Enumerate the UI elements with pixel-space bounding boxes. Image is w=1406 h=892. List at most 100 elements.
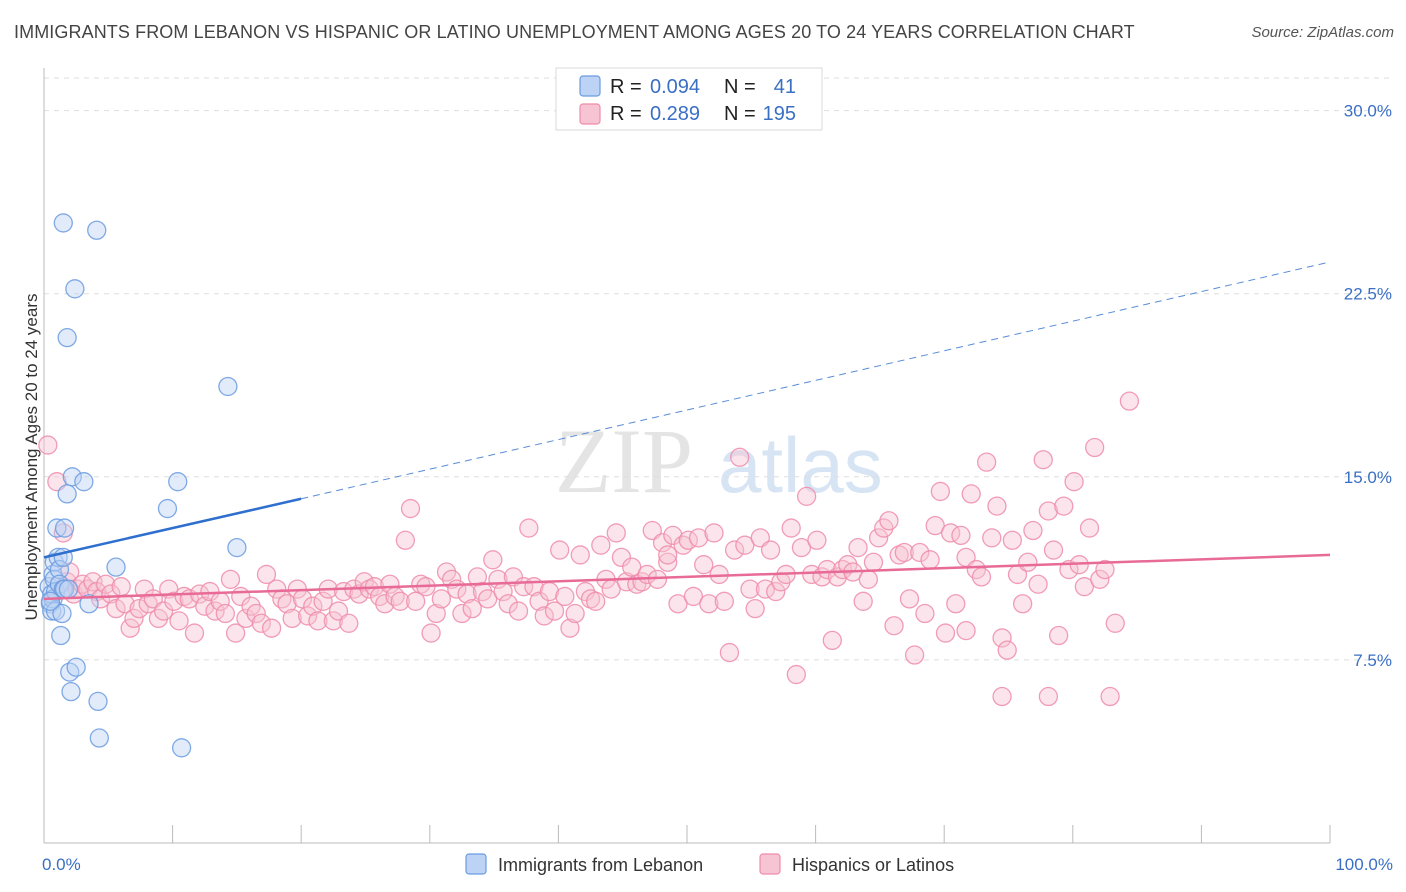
watermark-zip: ZIP [555, 410, 693, 512]
hispanics-point [124, 608, 144, 629]
hispanics-point [884, 616, 904, 636]
hispanics-point [200, 581, 220, 602]
hispanics-point [1038, 501, 1059, 521]
hispanics-point [225, 623, 246, 643]
hispanics-point [863, 552, 884, 572]
hispanics-point [910, 542, 930, 563]
hispanics-point [1100, 686, 1120, 707]
source-note: Source: ZipAtlas.com [1251, 24, 1394, 41]
hispanics-point [529, 591, 549, 611]
hispanics-point [658, 545, 678, 565]
hispanics-point [1095, 559, 1115, 580]
hispanics-point [699, 594, 719, 614]
y-tick-label: 30.0% [1344, 102, 1392, 121]
hispanics-point [1012, 594, 1033, 614]
hispanics-point [781, 518, 801, 538]
hispanics-point [313, 591, 333, 611]
hispanics-point [683, 586, 704, 607]
hispanics-point [498, 594, 518, 614]
hispanics-point [303, 596, 323, 616]
hispanics-point [997, 640, 1017, 660]
lebanon-point [79, 594, 99, 614]
hispanics-point [267, 579, 287, 599]
hispanics-point [858, 569, 878, 589]
y-axis-label: Unemployment Among Ages 20 to 24 years [22, 294, 41, 621]
lebanon-point [89, 728, 109, 748]
hispanics-point [971, 567, 992, 587]
hispanics-point [766, 581, 786, 602]
hispanics-point [817, 559, 837, 580]
hispanics-point [503, 567, 524, 587]
lebanon-point [171, 738, 192, 758]
hispanics-point [560, 618, 580, 638]
lebanon-trend-line [43, 497, 302, 559]
hispanics-point [735, 535, 755, 555]
hispanics-point [740, 579, 760, 599]
hispanics-point [730, 447, 750, 467]
hispanics-point [899, 589, 920, 609]
hispanics-point [951, 525, 971, 546]
hispanics-point [611, 547, 632, 568]
hispanics-point [111, 577, 131, 597]
hispanics-point [1105, 613, 1125, 633]
hispanics-point [215, 603, 235, 624]
hispanics-point [1033, 450, 1053, 470]
hispanics-point [478, 589, 498, 609]
legend-swatch-lebanon [465, 853, 487, 875]
hispanics-point [1054, 496, 1074, 516]
hispanics-point [251, 613, 271, 633]
hispanics-point [580, 589, 601, 609]
hispanics-point [935, 623, 956, 643]
hispanics-point [688, 528, 709, 548]
hispanics-point [956, 620, 976, 641]
lebanon-point [57, 484, 77, 504]
stats-r-value-1: 0.094 [650, 76, 700, 98]
hispanics-point [339, 613, 359, 633]
hispanics-point [236, 608, 256, 629]
hispanics-point [565, 603, 585, 624]
chart-title: IMMIGRANTS FROM LEBANON VS HISPANIC OR L… [14, 22, 1135, 42]
hispanics-point [129, 598, 149, 619]
stats-n-value-1: 41 [774, 76, 796, 98]
axes [43, 68, 1331, 844]
hispanics-point [920, 550, 940, 570]
hispanics-point [658, 552, 678, 572]
hispanics-point [760, 540, 781, 560]
hispanics-point [946, 594, 966, 614]
hispanics-point [411, 574, 431, 594]
stats-n-label-2: N = [724, 103, 756, 125]
hispanics-point [483, 550, 503, 570]
hispanics-point [195, 596, 215, 616]
hispanics-point [925, 515, 945, 536]
series-lebanon-points [39, 213, 247, 758]
hispanics-point [1079, 518, 1100, 538]
hispanics-point [169, 611, 189, 631]
legend-swatch-hispanics [759, 853, 781, 875]
hispanics-point [719, 642, 740, 663]
hispanics-point [96, 574, 116, 594]
stats-box: R = 0.094 N = 41 R = 0.289 N = 195 [555, 67, 823, 131]
hispanics-point [508, 601, 529, 621]
hispanics-point [519, 518, 539, 538]
legend-label-lebanon: Immigrants from Lebanon [498, 855, 703, 875]
hispanics-point [786, 664, 806, 685]
hispanics-point [467, 567, 488, 587]
hispanics-point [426, 603, 446, 624]
hispanics-point [992, 628, 1012, 648]
hispanics-point [894, 542, 914, 563]
stats-r-label-2: R = [610, 103, 642, 125]
hispanics-point [90, 589, 111, 609]
hispanics-point [400, 498, 421, 519]
hispanics-point [308, 611, 328, 631]
trend-lines [43, 261, 1331, 601]
hispanics-point [668, 594, 688, 614]
hispanics-point [853, 591, 873, 611]
hispanics-trend-line [43, 553, 1331, 601]
hispanics-point [1018, 552, 1038, 572]
stats-r-value-2: 0.289 [650, 103, 700, 125]
lebanon-point [218, 376, 238, 397]
hispanics-point [982, 528, 1002, 548]
hispanics-point [796, 486, 817, 506]
hispanics-point [431, 589, 452, 609]
